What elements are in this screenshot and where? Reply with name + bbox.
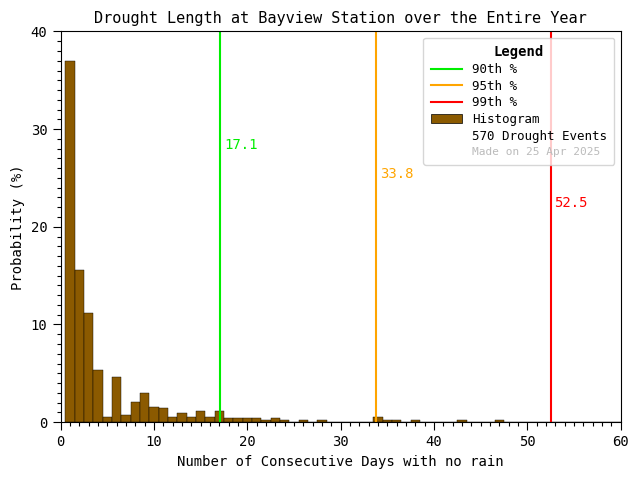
Bar: [84, 313, 93, 422]
Title: Drought Length at Bayview Station over the Entire Year: Drought Length at Bayview Station over t…: [94, 11, 587, 26]
Text: 52.5: 52.5: [554, 196, 588, 210]
Bar: [410, 420, 420, 422]
Bar: [233, 418, 243, 422]
Legend: 90th %, 95th %, 99th %, Histogram, 570 Drought Events, Made on 25 Apr 2025: 90th %, 95th %, 99th %, Histogram, 570 D…: [423, 38, 614, 165]
Bar: [280, 420, 289, 422]
Bar: [373, 417, 383, 422]
Bar: [65, 61, 75, 422]
X-axis label: Number of Consecutive Days with no rain: Number of Consecutive Days with no rain: [177, 455, 504, 469]
Bar: [392, 420, 401, 422]
Y-axis label: Probability (%): Probability (%): [11, 164, 25, 289]
Bar: [214, 411, 224, 422]
Bar: [187, 417, 196, 422]
Bar: [383, 420, 392, 422]
Bar: [93, 371, 102, 422]
Bar: [131, 402, 140, 422]
Bar: [75, 270, 84, 422]
Bar: [196, 411, 205, 422]
Text: 33.8: 33.8: [380, 167, 413, 181]
Bar: [102, 417, 112, 422]
Bar: [159, 408, 168, 422]
Bar: [121, 415, 131, 422]
Bar: [271, 418, 280, 422]
Bar: [252, 418, 261, 422]
Bar: [168, 417, 177, 422]
Bar: [112, 377, 121, 422]
Bar: [299, 420, 308, 422]
Bar: [140, 393, 149, 422]
Bar: [243, 418, 252, 422]
Bar: [177, 413, 187, 422]
Bar: [457, 420, 467, 422]
Text: 17.1: 17.1: [224, 138, 257, 152]
Bar: [149, 407, 159, 422]
Bar: [205, 417, 214, 422]
Bar: [317, 420, 326, 422]
Bar: [224, 418, 233, 422]
Bar: [495, 420, 504, 422]
Bar: [261, 420, 271, 422]
